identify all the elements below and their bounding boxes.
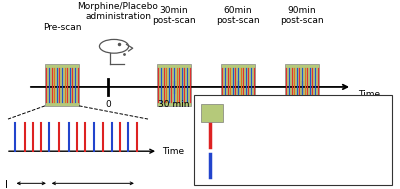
Text: 0: 0: [105, 100, 111, 109]
Bar: [221, 64, 255, 106]
Text: 90 min: 90 min: [286, 100, 318, 109]
Bar: [201, 104, 223, 122]
Text: 60min
post-scan: 60min post-scan: [216, 6, 260, 25]
Text: 30min
post-scan: 30min post-scan: [152, 6, 196, 25]
Text: 90min
post-scan: 90min post-scan: [280, 6, 324, 25]
Text: Pre-scan: Pre-scan: [43, 23, 81, 32]
Bar: [45, 64, 79, 106]
Text: 30 min: 30 min: [158, 100, 190, 109]
Text: Noxious stimulus: Noxious stimulus: [228, 131, 300, 140]
Text: 60 min: 60 min: [222, 100, 254, 109]
Text: Time: Time: [358, 90, 380, 99]
Text: Time: Time: [162, 147, 184, 156]
Text: fNIRS recording session: fNIRS recording session: [229, 108, 329, 118]
Bar: [285, 64, 319, 106]
Bar: [194, 94, 392, 185]
Bar: [157, 64, 191, 106]
Text: Morphine/Placebo
administration: Morphine/Placebo administration: [78, 2, 158, 21]
Text: Innocuous stimulus: Innocuous stimulus: [228, 161, 310, 170]
